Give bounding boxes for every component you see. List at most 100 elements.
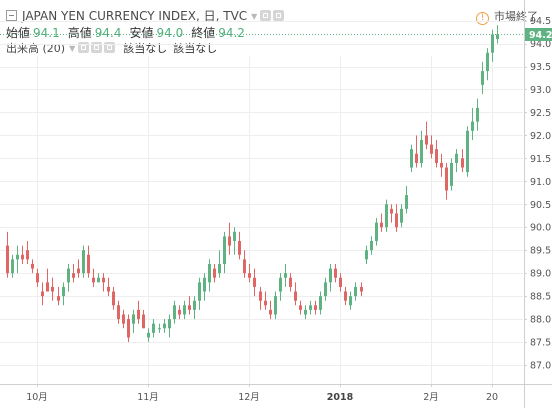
volume-hide-icon[interactable] (91, 42, 103, 53)
candle-down[interactable] (299, 300, 302, 315)
candle-up[interactable] (410, 144, 413, 173)
candle-down[interactable] (269, 300, 272, 320)
candle-down[interactable] (107, 277, 110, 297)
candle-down[interactable] (122, 309, 125, 329)
volume-chevron-icon[interactable]: ▼ (69, 44, 76, 53)
candle-down[interactable] (289, 273, 292, 292)
candle-up[interactable] (450, 158, 453, 191)
candle-up[interactable] (67, 263, 70, 292)
candle-up[interactable] (168, 314, 171, 338)
candle-up[interactable] (354, 282, 357, 301)
candle-down[interactable] (228, 222, 231, 255)
candle-up[interactable] (208, 259, 211, 292)
candle-down[interactable] (445, 162, 448, 200)
candle-down[interactable] (334, 263, 337, 283)
collapse-icon[interactable] (6, 10, 17, 21)
candle-down[interactable] (243, 250, 246, 278)
candle-down[interactable] (137, 300, 140, 324)
candle-up[interactable] (400, 204, 403, 228)
candle-up[interactable] (375, 218, 378, 246)
candle-up[interactable] (385, 199, 388, 232)
candle-down[interactable] (294, 282, 297, 306)
candle-up[interactable] (62, 282, 65, 306)
candle-up[interactable] (329, 263, 332, 292)
candle-down[interactable] (213, 263, 216, 283)
candle-up[interactable] (274, 291, 277, 320)
candle-up[interactable] (152, 319, 155, 338)
candle-up[interactable] (491, 29, 494, 62)
candle-up[interactable] (193, 296, 196, 320)
candle-up[interactable] (405, 185, 408, 214)
candle-down[interactable] (92, 268, 95, 287)
candle-up[interactable] (198, 277, 201, 310)
candle-down[interactable] (142, 309, 145, 329)
candle-up[interactable] (349, 291, 352, 310)
candle-down[interactable] (314, 300, 317, 315)
candle-up[interactable] (455, 149, 458, 173)
candle-down[interactable] (117, 300, 120, 324)
candle-up[interactable] (486, 48, 489, 81)
candle-down[interactable] (188, 296, 191, 315)
candle-down[interactable] (77, 259, 80, 278)
hide-icon[interactable] (273, 10, 285, 21)
candle-up[interactable] (147, 328, 150, 343)
candle-up[interactable] (163, 319, 166, 333)
candle-down[interactable] (178, 305, 181, 320)
candle-up[interactable] (218, 250, 221, 278)
chevron-down-icon[interactable]: ▼ (251, 12, 258, 21)
candle-down[interactable] (21, 245, 24, 264)
candle-down[interactable] (395, 204, 398, 232)
candle-down[interactable] (248, 263, 251, 283)
candle-up[interactable] (304, 305, 307, 320)
candle-down[interactable] (380, 213, 383, 232)
candle-up[interactable] (466, 126, 469, 177)
candle-down[interactable] (259, 286, 262, 310)
candle-down[interactable] (339, 273, 342, 292)
candle-up[interactable] (132, 309, 135, 333)
volume-close-icon[interactable] (104, 42, 116, 53)
candle-up[interactable] (16, 245, 19, 274)
candle-down[interactable] (102, 273, 105, 292)
candle-up[interactable] (203, 273, 206, 301)
candle-down[interactable] (127, 314, 130, 343)
candle-down[interactable] (112, 286, 115, 310)
settings-icon[interactable] (260, 10, 272, 21)
candle-down[interactable] (425, 121, 428, 150)
candle-up[interactable] (319, 291, 322, 315)
candle-down[interactable] (253, 268, 256, 297)
candle-up[interactable] (233, 227, 236, 255)
candle-down[interactable] (46, 268, 49, 292)
candle-up[interactable] (365, 245, 368, 264)
candle-up[interactable] (370, 236, 373, 255)
candle-down[interactable] (390, 204, 393, 223)
candle-down[interactable] (36, 268, 39, 287)
candle-down[interactable] (41, 282, 44, 306)
candle-up[interactable] (284, 263, 287, 287)
candle-down[interactable] (238, 231, 241, 260)
candle-up[interactable] (420, 130, 423, 168)
candle-up[interactable] (476, 98, 479, 131)
candle-down[interactable] (26, 241, 29, 264)
candle-down[interactable] (435, 139, 438, 168)
candle-up[interactable] (158, 323, 161, 333)
candle-down[interactable] (360, 282, 363, 297)
candle-up[interactable] (82, 245, 85, 278)
candle-down[interactable] (415, 135, 418, 168)
candle-down[interactable] (57, 286, 60, 306)
candle-up[interactable] (309, 300, 312, 315)
candle-down[interactable] (440, 153, 443, 177)
candle-down[interactable] (344, 286, 347, 306)
candle-down[interactable] (31, 259, 34, 274)
candle-down[interactable] (87, 245, 90, 278)
candle-up[interactable] (97, 273, 100, 283)
candle-up[interactable] (279, 273, 282, 301)
candle-down[interactable] (6, 231, 9, 278)
candle-up[interactable] (481, 61, 484, 95)
candle-up[interactable] (496, 25, 499, 44)
candle-down[interactable] (461, 149, 464, 173)
candle-up[interactable] (223, 231, 226, 274)
candle-down[interactable] (51, 277, 54, 301)
candle-down[interactable] (72, 263, 75, 283)
volume-settings-icon[interactable] (78, 42, 90, 53)
